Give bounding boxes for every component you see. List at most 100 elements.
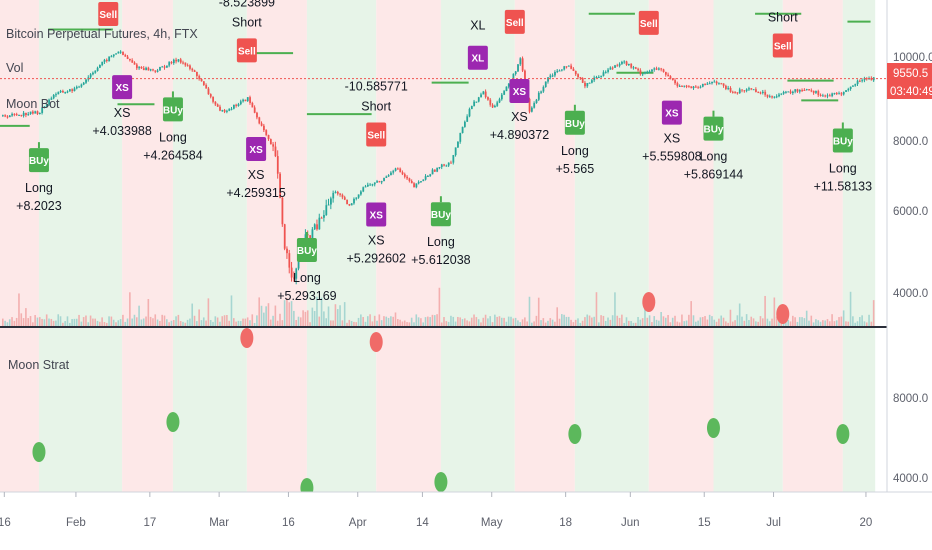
candle-body[interactable] (667, 74, 670, 77)
candle-body[interactable] (810, 90, 813, 92)
candle-body[interactable] (565, 66, 568, 68)
candle-body[interactable] (826, 95, 829, 97)
candle-body[interactable] (383, 177, 385, 182)
candle-body[interactable] (89, 74, 92, 78)
candle-body[interactable] (119, 51, 122, 53)
candle-body[interactable] (161, 66, 164, 68)
candle-body[interactable] (179, 59, 182, 63)
candle-body[interactable] (801, 89, 804, 91)
candle-body[interactable] (671, 78, 674, 81)
candle-body[interactable] (62, 90, 64, 93)
candle-body[interactable] (854, 84, 857, 86)
candle-body[interactable] (263, 125, 265, 131)
buy-signal[interactable] (162, 97, 183, 122)
candle-body[interactable] (530, 107, 533, 112)
candle-body[interactable] (634, 67, 637, 69)
candle-body[interactable] (149, 69, 152, 71)
candle-body[interactable] (48, 99, 50, 105)
candle-body[interactable] (447, 162, 450, 166)
time-axis[interactable] (0, 492, 932, 550)
candle-body[interactable] (392, 170, 395, 173)
candle-body[interactable] (415, 183, 418, 188)
candle-body[interactable] (424, 176, 427, 180)
candle-body[interactable] (512, 73, 515, 81)
sell-signal[interactable] (772, 33, 793, 58)
candle-body[interactable] (440, 164, 443, 168)
candle-body[interactable] (540, 91, 543, 93)
candle-body[interactable] (630, 63, 633, 68)
candle-body[interactable] (369, 184, 372, 186)
candle-body[interactable] (692, 86, 695, 89)
candle-body[interactable] (572, 68, 575, 71)
candle-body[interactable] (387, 175, 390, 177)
candle-body[interactable] (52, 94, 55, 99)
candle-body[interactable] (13, 113, 16, 115)
candle-body[interactable] (182, 62, 184, 64)
candle-body[interactable] (443, 164, 446, 166)
candle-body[interactable] (103, 59, 106, 62)
candle-body[interactable] (156, 70, 159, 72)
candle-body[interactable] (591, 80, 593, 83)
candle-body[interactable] (537, 92, 540, 100)
candle-body[interactable] (394, 168, 397, 171)
candle-body[interactable] (216, 104, 219, 107)
candle-body[interactable] (159, 66, 161, 71)
candle-body[interactable] (487, 97, 489, 100)
candle-body[interactable] (18, 114, 20, 116)
candle-body[interactable] (140, 67, 143, 69)
candle-body[interactable] (796, 89, 799, 92)
candle-body[interactable] (36, 111, 39, 114)
candle-body[interactable] (124, 54, 127, 57)
candle-body[interactable] (745, 89, 748, 91)
candle-body[interactable] (792, 91, 794, 94)
candle-body[interactable] (385, 176, 388, 178)
candle-body[interactable] (378, 181, 381, 183)
candle-body[interactable] (533, 103, 536, 108)
candle-body[interactable] (223, 110, 226, 112)
candle-body[interactable] (108, 56, 111, 61)
exit-short-signal[interactable] (509, 79, 530, 104)
candle-body[interactable] (323, 215, 325, 218)
candle-body[interactable] (126, 56, 129, 59)
sell-signal[interactable] (504, 9, 525, 34)
candle-body[interactable] (856, 80, 859, 85)
candle-body[interactable] (701, 83, 704, 87)
candle-body[interactable] (364, 186, 367, 188)
candle-body[interactable] (32, 111, 34, 114)
candle-body[interactable] (722, 83, 725, 86)
candle-body[interactable] (191, 68, 194, 71)
candle-body[interactable] (25, 112, 27, 116)
candle-body[interactable] (177, 59, 180, 62)
candle-body[interactable] (475, 101, 478, 103)
candle-body[interactable] (720, 83, 723, 85)
candle-body[interactable] (376, 181, 379, 183)
candle-body[interactable] (727, 87, 730, 89)
exit-short-signal[interactable] (246, 137, 267, 162)
candle-body[interactable] (632, 67, 635, 69)
candle-body[interactable] (676, 83, 679, 87)
candle-body[interactable] (59, 90, 62, 93)
candle-body[interactable] (828, 95, 831, 97)
candle-body[interactable] (842, 91, 845, 95)
candle-body[interactable] (353, 198, 355, 204)
candle-body[interactable] (731, 91, 734, 93)
candle-body[interactable] (145, 67, 148, 71)
candle-body[interactable] (681, 85, 683, 87)
candle-body[interactable] (581, 78, 584, 83)
candle-body[interactable] (480, 94, 482, 98)
candle-body[interactable] (454, 147, 457, 156)
candle-body[interactable] (64, 92, 67, 94)
candle-body[interactable] (205, 84, 208, 89)
candle-body[interactable] (50, 98, 53, 100)
candle-body[interactable] (34, 111, 37, 114)
exit-long-signal[interactable] (467, 45, 488, 70)
candle-body[interactable] (593, 77, 596, 81)
candle-body[interactable] (198, 75, 201, 79)
candle-body[interactable] (152, 69, 154, 71)
candle-body[interactable] (244, 99, 247, 102)
candle-body[interactable] (290, 267, 293, 278)
candle-body[interactable] (373, 182, 376, 185)
candle-body[interactable] (551, 75, 554, 77)
candle-body[interactable] (621, 61, 623, 64)
candle-body[interactable] (863, 78, 866, 81)
